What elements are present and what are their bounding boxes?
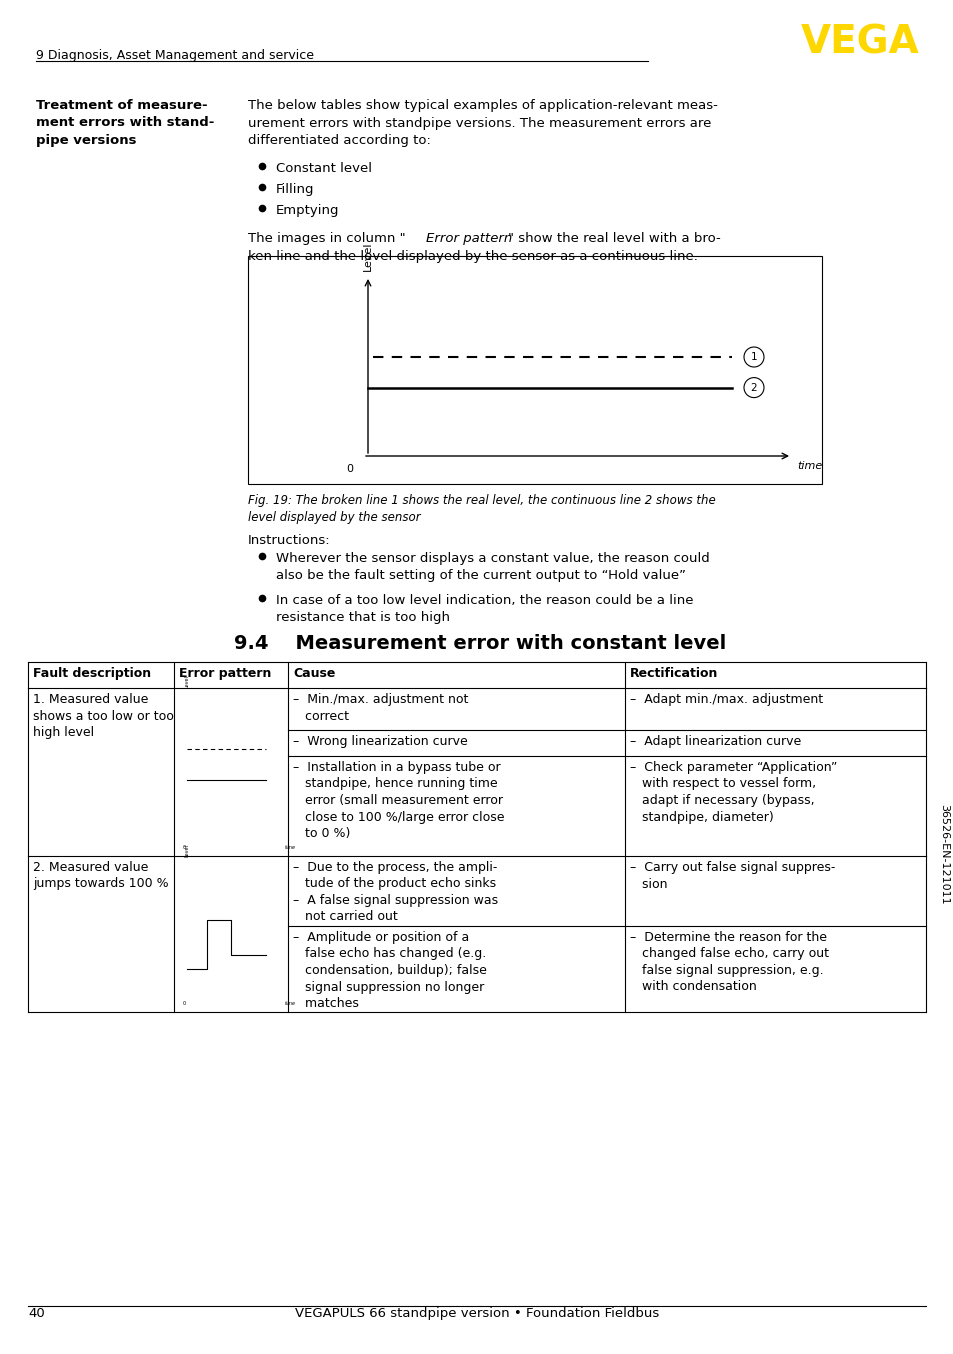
- Bar: [248, 256, 821, 483]
- Text: 40: 40: [28, 1307, 45, 1320]
- Text: time: time: [796, 460, 821, 471]
- Text: time: time: [284, 1001, 295, 1006]
- Text: In case of a too low level indication, the reason could be a line
resistance tha: In case of a too low level indication, t…: [275, 594, 693, 624]
- Text: 2. Measured value
jumps towards 100 %: 2. Measured value jumps towards 100 %: [33, 861, 169, 891]
- Text: Level: Level: [185, 676, 190, 688]
- Text: VEGAPULS 66 standpipe version • Foundation Fieldbus: VEGAPULS 66 standpipe version • Foundati…: [294, 1307, 659, 1320]
- Text: Level: Level: [363, 241, 373, 271]
- Text: Rectification: Rectification: [630, 668, 718, 680]
- Text: Treatment of measure-
ment errors with stand-
pipe versions: Treatment of measure- ment errors with s…: [36, 99, 214, 148]
- Text: –  Carry out false signal suppres-
   sion: – Carry out false signal suppres- sion: [630, 861, 835, 891]
- Text: 1. Measured value
shows a too low or too
high level: 1. Measured value shows a too low or too…: [33, 693, 173, 739]
- Text: Constant level: Constant level: [275, 162, 372, 175]
- Text: 0: 0: [182, 845, 185, 850]
- Text: –  Wrong linearization curve: – Wrong linearization curve: [294, 735, 468, 747]
- Text: Error pattern: Error pattern: [179, 668, 272, 680]
- Text: VEGA: VEGA: [801, 24, 919, 62]
- Circle shape: [743, 378, 763, 398]
- Text: –  Check parameter “Application”
   with respect to vessel form,
   adapt if nec: – Check parameter “Application” with res…: [630, 761, 837, 823]
- Text: " show the real level with a bro-: " show the real level with a bro-: [507, 232, 720, 245]
- Text: Instructions:: Instructions:: [248, 533, 331, 547]
- Text: Filling: Filling: [275, 183, 314, 196]
- Text: –  Adapt linearization curve: – Adapt linearization curve: [630, 735, 801, 747]
- Text: ken line and the level displayed by the sensor as a continuous line.: ken line and the level displayed by the …: [248, 250, 698, 263]
- Text: 9 Diagnosis, Asset Management and service: 9 Diagnosis, Asset Management and servic…: [36, 49, 314, 62]
- Text: Level: Level: [185, 844, 190, 857]
- Text: –  Installation in a bypass tube or
   standpipe, hence running time
   error (s: – Installation in a bypass tube or stand…: [294, 761, 504, 839]
- Text: 0: 0: [346, 464, 353, 474]
- Text: Wherever the sensor displays a constant value, the reason could
also be the faul: Wherever the sensor displays a constant …: [275, 552, 709, 582]
- Text: Fig. 19: The broken line 1 shows the real level, the continuous line 2 shows the: Fig. 19: The broken line 1 shows the rea…: [248, 494, 715, 524]
- Text: –  Adapt min./max. adjustment: – Adapt min./max. adjustment: [630, 693, 822, 705]
- Text: 1: 1: [750, 352, 757, 362]
- Text: The images in column ": The images in column ": [248, 232, 405, 245]
- Text: Error pattern: Error pattern: [426, 232, 512, 245]
- Text: Emptying: Emptying: [275, 204, 339, 217]
- Text: Fault description: Fault description: [33, 668, 151, 680]
- Text: 0: 0: [182, 1001, 185, 1006]
- Text: 9.4    Measurement error with constant level: 9.4 Measurement error with constant leve…: [233, 634, 725, 653]
- Text: The below tables show typical examples of application-relevant meas-
urement err: The below tables show typical examples o…: [248, 99, 717, 148]
- Text: time: time: [284, 845, 295, 850]
- Text: 36526-EN-121011: 36526-EN-121011: [938, 804, 948, 904]
- Text: 2: 2: [750, 383, 757, 393]
- Text: –  Due to the process, the ampli-
   tude of the product echo sinks
–  A false s: – Due to the process, the ampli- tude of…: [294, 861, 498, 923]
- Text: –  Amplitude or position of a
   false echo has changed (e.g.
   condensation, b: – Amplitude or position of a false echo …: [294, 932, 487, 1010]
- Text: –  Min./max. adjustment not
   correct: – Min./max. adjustment not correct: [294, 693, 468, 723]
- Circle shape: [743, 347, 763, 367]
- Text: –  Determine the reason for the
   changed false echo, carry out
   false signal: – Determine the reason for the changed f…: [630, 932, 828, 994]
- Text: Cause: Cause: [294, 668, 335, 680]
